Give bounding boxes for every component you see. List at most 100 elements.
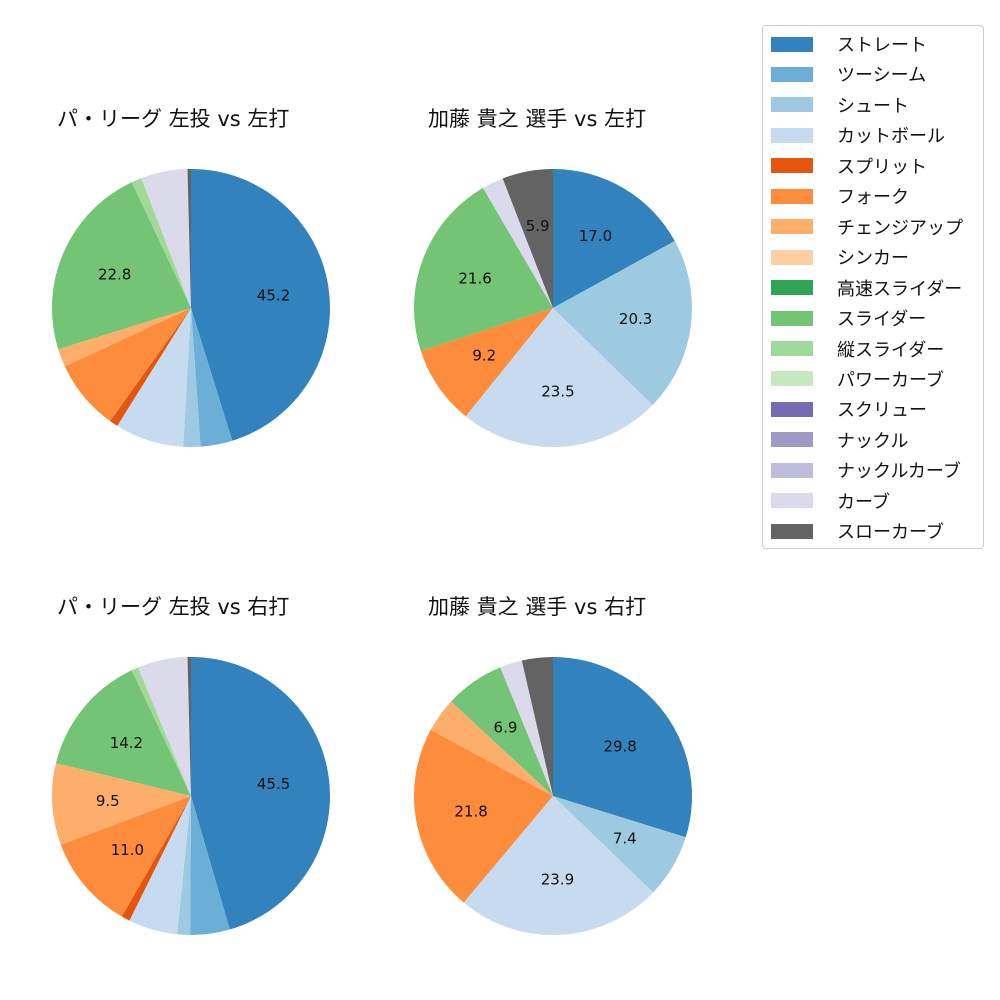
- slice-value-label: 45.5: [257, 775, 290, 793]
- legend-item: カットボール: [771, 125, 945, 148]
- legend-item: スクリュー: [771, 399, 927, 422]
- legend-label: カットボール: [837, 126, 945, 148]
- pie-slice: [463, 796, 654, 935]
- legend-item: チェンジアップ: [771, 217, 963, 239]
- legend-swatch: [771, 36, 813, 52]
- legend-item: スプリット: [771, 156, 927, 178]
- pie-slice: [60, 796, 191, 917]
- pie-slice: [55, 670, 191, 796]
- chart-title: 加藤 貴之 選手 vs 右打: [428, 595, 647, 619]
- chart-title: 加藤 貴之 選手 vs 左打: [428, 107, 647, 131]
- legend-swatch: [771, 371, 813, 387]
- legend-label: 縦スライダー: [837, 339, 945, 361]
- legend-label: パワーカーブ: [837, 369, 944, 391]
- legend-swatch: [771, 158, 813, 174]
- pie-slice: [177, 796, 191, 935]
- slice-value-label: 22.8: [98, 265, 131, 283]
- pie-slice: [191, 169, 331, 441]
- legend-label: ストレート: [837, 35, 927, 56]
- pie-slice: [121, 796, 191, 921]
- chart-title: パ・リーグ 左投 vs 左打: [57, 107, 290, 131]
- legend-label: スローカーブ: [837, 522, 944, 544]
- pie-slice: [465, 308, 653, 447]
- legend-swatch: [771, 493, 813, 509]
- legend-label: カーブ: [837, 491, 890, 513]
- pie-slice: [52, 763, 191, 845]
- pie-slice: [141, 169, 191, 308]
- legend-label: 高速スライダー: [837, 278, 963, 300]
- legend-item: シュート: [771, 95, 909, 117]
- legend-item: ナックル: [771, 430, 909, 452]
- pie-slice: [187, 657, 191, 796]
- legend-item: パワーカーブ: [771, 369, 944, 391]
- pie-slice: [64, 308, 191, 421]
- slice-value-label: 7.4: [613, 829, 637, 847]
- pie-slice: [521, 657, 553, 796]
- pie-slice: [117, 308, 191, 447]
- pie-slice: [191, 657, 331, 930]
- legend-swatch: [771, 97, 813, 113]
- pie-slice: [500, 660, 553, 796]
- legend-item: シンカー: [771, 247, 909, 269]
- slice-value-label: 9.5: [96, 792, 120, 810]
- slice-value-label: 14.2: [110, 734, 143, 752]
- legend-item: フォーク: [771, 186, 909, 209]
- pie-slice: [502, 169, 553, 308]
- legend-item: ストレート: [771, 34, 927, 56]
- slice-value-label: 20.3: [619, 310, 652, 328]
- legend-item: 縦スライダー: [771, 339, 945, 361]
- legend-label: フォーク: [837, 187, 909, 209]
- slice-value-label: 21.6: [458, 269, 491, 287]
- legend-swatch: [771, 127, 813, 143]
- legend-label: シュート: [837, 95, 909, 117]
- legend-label: スライダー: [837, 309, 927, 331]
- legend-item: ツーシーム: [771, 64, 927, 87]
- legend-label: ナックル: [837, 430, 909, 452]
- pie-slice: [553, 241, 693, 406]
- legend-swatch: [771, 401, 813, 417]
- pie-slice: [131, 667, 191, 796]
- pie-slice: [553, 657, 692, 838]
- legend-item: 高速スライダー: [771, 278, 963, 300]
- legend-label: ツーシーム: [837, 65, 927, 87]
- legend-swatch: [771, 523, 813, 539]
- pie-slice: [187, 169, 191, 308]
- legend-swatch: [771, 219, 813, 235]
- legend-label: スプリット: [837, 156, 927, 178]
- legend-label: スクリュー: [837, 400, 927, 422]
- pie-slice: [482, 178, 553, 308]
- pie-slice: [414, 187, 553, 351]
- legend-label: チェンジアップ: [837, 217, 963, 239]
- pie-slice: [190, 796, 230, 936]
- pie-slice: [413, 729, 553, 903]
- pie-slice: [129, 796, 191, 935]
- slice-value-label: 23.9: [541, 870, 574, 888]
- legend-swatch: [771, 432, 813, 448]
- pie-slice: [553, 796, 686, 893]
- slice-value-label: 21.8: [454, 803, 487, 821]
- legend-label: ナックルカーブ: [837, 461, 961, 483]
- pie-slice: [51, 182, 191, 350]
- pie-chart: 17.0 20.3 23.5 9.2 21.6 5.9: [414, 169, 693, 447]
- legend-item: ナックルカーブ: [771, 460, 961, 483]
- pie-slice: [183, 308, 201, 447]
- pie-chart: 45.2 22.8: [51, 169, 331, 447]
- legend-item: カーブ: [771, 491, 890, 513]
- slice-value-label: 11.0: [111, 841, 144, 859]
- chart-title: パ・リーグ 左投 vs 右打: [57, 595, 290, 619]
- pie-slice: [430, 701, 553, 796]
- legend-swatch: [771, 310, 813, 326]
- pie-slice: [58, 308, 191, 367]
- legend-item: スライダー: [771, 308, 927, 331]
- slice-value-label: 6.9: [494, 718, 518, 736]
- slice-value-label: 9.2: [472, 346, 496, 364]
- legend-swatch: [771, 341, 813, 356]
- legend-item: スローカーブ: [771, 521, 944, 544]
- pie-slice: [553, 169, 675, 308]
- legend-swatch: [771, 462, 813, 478]
- pie-chart: 45.5 11.0 9.5 14.2: [52, 657, 331, 936]
- pie-slice: [110, 308, 191, 426]
- pie-chart: 29.8 7.4 23.9 21.8 6.9: [413, 657, 692, 935]
- slice-value-label: 17.0: [579, 227, 612, 245]
- pie-slice: [131, 178, 191, 308]
